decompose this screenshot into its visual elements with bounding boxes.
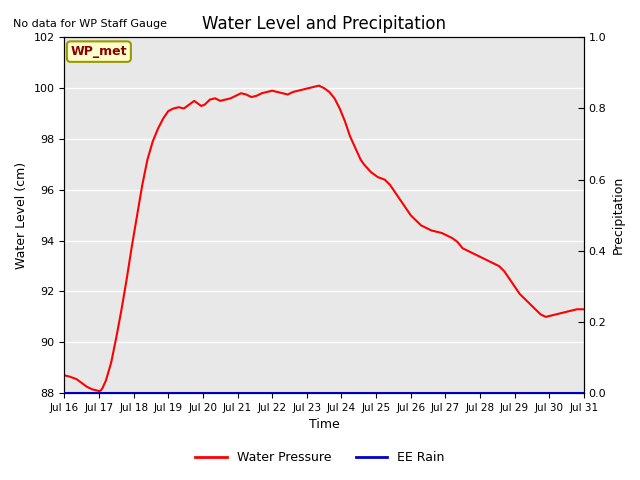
Y-axis label: Water Level (cm): Water Level (cm) [15,162,28,269]
Title: Water Level and Precipitation: Water Level and Precipitation [202,15,446,33]
X-axis label: Time: Time [308,419,339,432]
Text: No data for WP Staff Gauge: No data for WP Staff Gauge [13,19,167,29]
Y-axis label: Precipitation: Precipitation [612,176,625,254]
Legend: Water Pressure, EE Rain: Water Pressure, EE Rain [190,446,450,469]
Text: WP_met: WP_met [70,45,127,58]
